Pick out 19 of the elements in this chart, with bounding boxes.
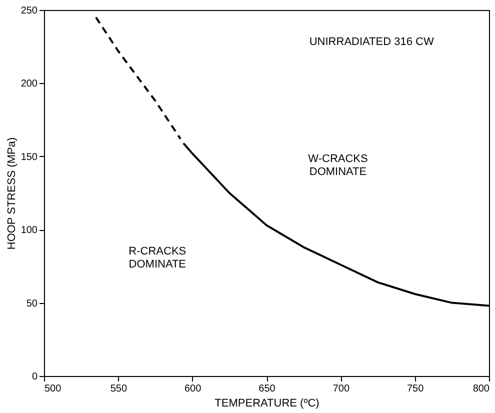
x-axis-title: TEMPERATURE (ºC) [214, 398, 320, 410]
x-tick-label: 650 [258, 384, 276, 394]
y-tick-label: 250 [20, 6, 38, 16]
x-tick-label: 750 [406, 384, 424, 394]
x-tick-label: 500 [44, 384, 62, 394]
annotation: W-CRACKS DOMINATE [308, 153, 368, 178]
y-tick-label: 0 [32, 372, 38, 382]
y-tick-label: 150 [20, 152, 38, 163]
y-tick-label: 200 [20, 78, 38, 90]
y-tick-label: 50 [26, 298, 38, 310]
y-tick-label: 100 [20, 225, 38, 236]
y-axis-title: HOOP STRESS (MPa) [6, 137, 18, 250]
x-tick-label: 700 [332, 384, 350, 394]
x-tick-label: 550 [110, 384, 128, 394]
line-series [94, 16, 182, 140]
annotation: UNIRRADIATED 316 CW [309, 36, 434, 48]
x-tick-label: 600 [184, 384, 202, 394]
x-tick-label: 800 [472, 384, 490, 394]
annotation: R-CRACKS DOMINATE [128, 245, 186, 270]
